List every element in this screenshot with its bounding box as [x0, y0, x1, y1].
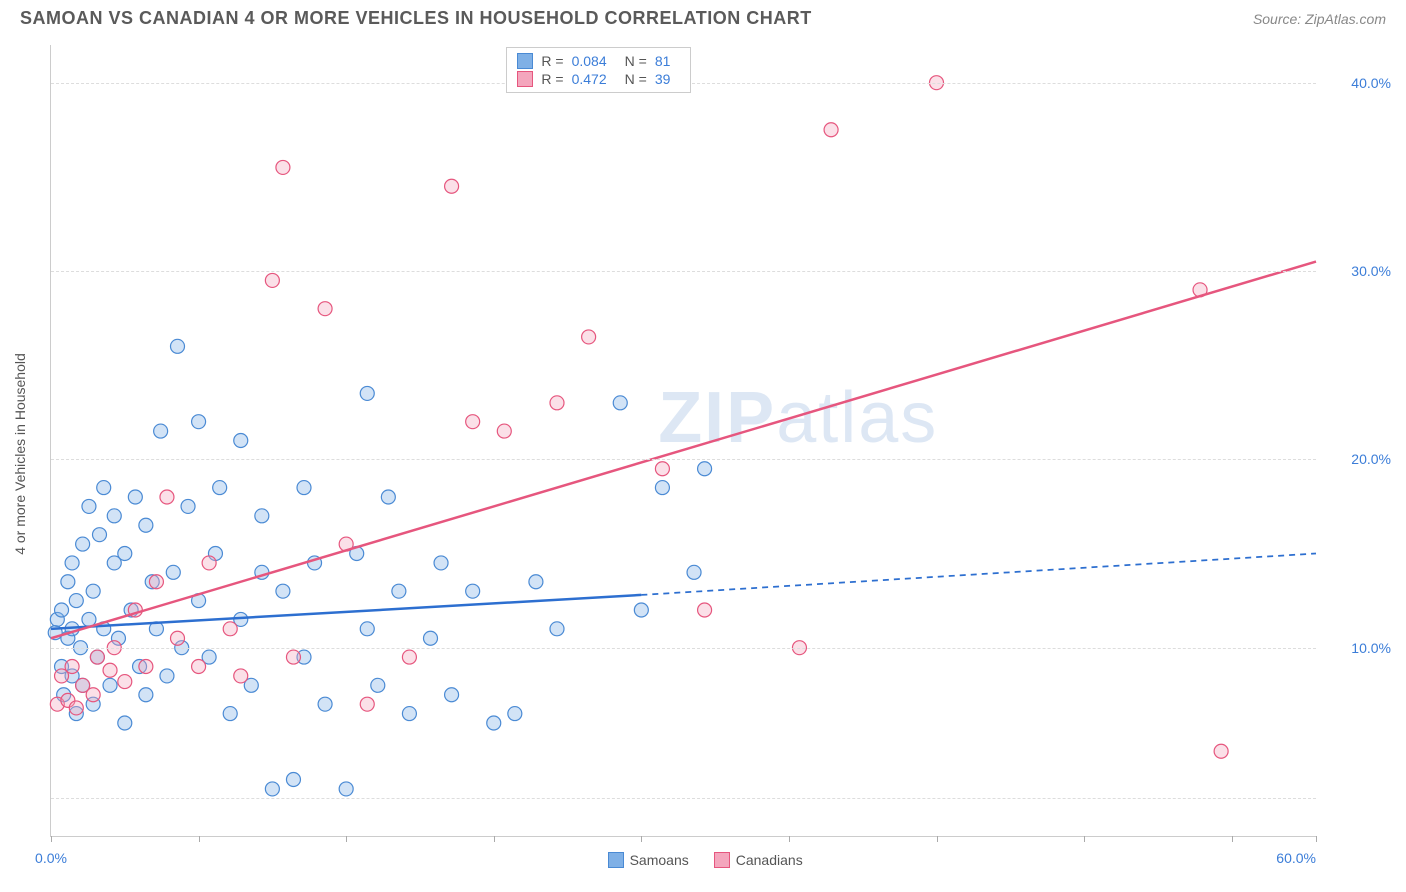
n-value-samoans: 81 [655, 53, 671, 69]
legend-label-canadians: Canadians [736, 852, 803, 868]
y-axis-label: 4 or more Vehicles in Household [12, 353, 28, 555]
n-label: N = [625, 71, 647, 87]
r-value-samoans: 0.084 [572, 53, 607, 69]
swatch-icon [714, 852, 730, 868]
chart-title: SAMOAN VS CANADIAN 4 OR MORE VEHICLES IN… [20, 8, 812, 29]
y-tick-label: 10.0% [1351, 640, 1391, 656]
x-tick-label: 60.0% [1276, 850, 1316, 866]
chart-plot-area: R = 0.084 N = 81 R = 0.472 N = 39 ZIPatl… [50, 45, 1316, 837]
r-value-canadians: 0.472 [572, 71, 607, 87]
y-tick-label: 30.0% [1351, 263, 1391, 279]
legend-item-canadians: Canadians [714, 852, 803, 868]
legend-item-samoans: Samoans [608, 852, 689, 868]
correlation-legend: R = 0.084 N = 81 R = 0.472 N = 39 [506, 47, 691, 93]
r-label: R = [541, 71, 563, 87]
n-label: N = [625, 53, 647, 69]
swatch-canadians [517, 71, 533, 87]
x-tick-label: 0.0% [35, 850, 67, 866]
legend-label-samoans: Samoans [630, 852, 689, 868]
scatter-svg [51, 45, 1316, 836]
r-label: R = [541, 53, 563, 69]
y-tick-label: 20.0% [1351, 451, 1391, 467]
series-legend: Samoans Canadians [608, 852, 803, 868]
swatch-icon [608, 852, 624, 868]
y-tick-label: 40.0% [1351, 75, 1391, 91]
swatch-samoans [517, 53, 533, 69]
source-label: Source: ZipAtlas.com [1253, 11, 1386, 27]
legend-row-samoans: R = 0.084 N = 81 [517, 52, 680, 70]
n-value-canadians: 39 [655, 71, 671, 87]
legend-row-canadians: R = 0.472 N = 39 [517, 70, 680, 88]
